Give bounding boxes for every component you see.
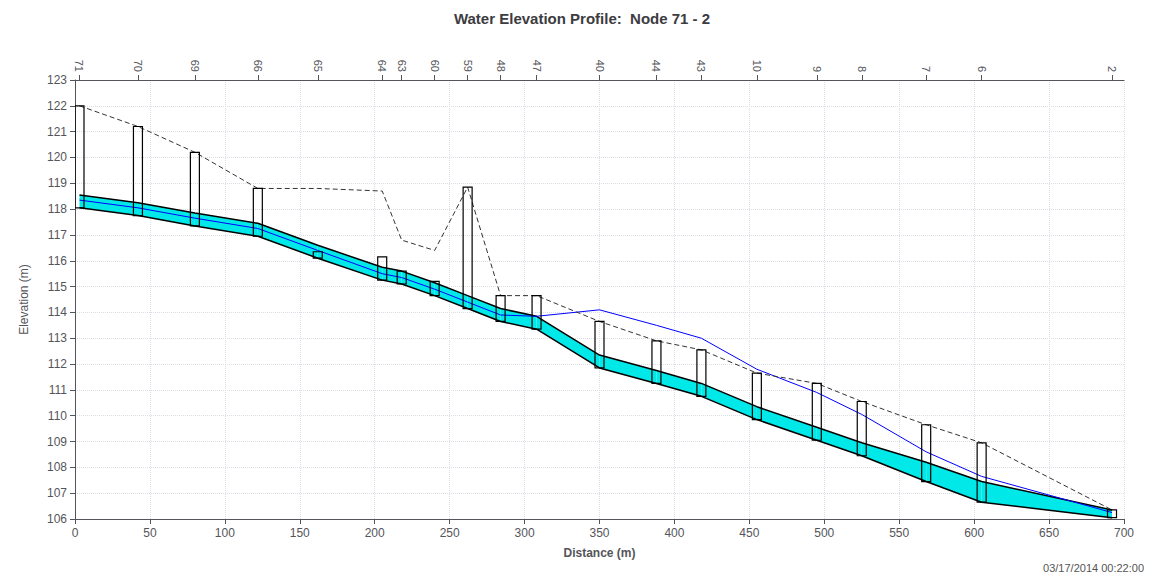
svg-text:106: 106 — [47, 512, 67, 526]
svg-text:120: 120 — [47, 150, 67, 164]
svg-text:70: 70 — [132, 60, 144, 72]
svg-text:100: 100 — [215, 526, 235, 540]
svg-text:121: 121 — [47, 125, 67, 139]
svg-text:112: 112 — [48, 357, 67, 371]
svg-text:250: 250 — [440, 526, 460, 540]
svg-text:10: 10 — [751, 60, 763, 72]
svg-text:450: 450 — [739, 526, 759, 540]
svg-text:9: 9 — [811, 66, 823, 72]
svg-text:650: 650 — [1039, 526, 1059, 540]
svg-text:44: 44 — [650, 60, 662, 72]
svg-text:700: 700 — [1114, 526, 1134, 540]
svg-text:48: 48 — [495, 60, 507, 72]
svg-text:200: 200 — [365, 526, 385, 540]
svg-text:550: 550 — [889, 526, 909, 540]
svg-text:Elevation (m): Elevation (m) — [17, 264, 31, 335]
svg-text:7: 7 — [920, 66, 932, 72]
svg-text:65: 65 — [312, 60, 324, 72]
svg-text:64: 64 — [376, 60, 388, 72]
svg-text:113: 113 — [48, 331, 67, 345]
svg-text:111: 111 — [49, 383, 68, 397]
svg-text:400: 400 — [664, 526, 684, 540]
svg-text:Distance (m): Distance (m) — [563, 546, 635, 560]
svg-text:69: 69 — [189, 60, 201, 72]
svg-text:119: 119 — [48, 176, 67, 190]
svg-text:50: 50 — [143, 526, 157, 540]
svg-text:500: 500 — [814, 526, 834, 540]
svg-text:2: 2 — [1106, 66, 1118, 72]
svg-text:107: 107 — [47, 486, 67, 500]
svg-text:108: 108 — [47, 460, 67, 474]
svg-text:0: 0 — [72, 526, 79, 540]
svg-text:03/17/2014 00:22:00: 03/17/2014 00:22:00 — [1043, 562, 1144, 574]
svg-text:59: 59 — [462, 60, 474, 72]
svg-text:66: 66 — [252, 60, 264, 72]
svg-text:116: 116 — [48, 254, 67, 268]
svg-text:114: 114 — [48, 305, 67, 319]
svg-text:600: 600 — [964, 526, 984, 540]
svg-text:43: 43 — [695, 60, 707, 72]
svg-text:117: 117 — [48, 228, 67, 242]
svg-text:118: 118 — [48, 202, 67, 216]
svg-text:8: 8 — [856, 66, 868, 72]
svg-text:Water Elevation Profile: Node: Water Elevation Profile: Node 71 - 2 — [454, 10, 710, 27]
svg-text:6: 6 — [976, 66, 988, 72]
svg-text:63: 63 — [396, 60, 408, 72]
svg-text:115: 115 — [48, 280, 67, 294]
svg-text:109: 109 — [47, 435, 67, 449]
svg-text:123: 123 — [47, 73, 67, 87]
svg-text:150: 150 — [290, 526, 310, 540]
svg-text:110: 110 — [48, 409, 67, 423]
svg-text:47: 47 — [531, 60, 543, 72]
svg-text:300: 300 — [515, 526, 535, 540]
svg-text:40: 40 — [594, 60, 606, 72]
svg-text:60: 60 — [429, 60, 441, 72]
svg-text:350: 350 — [589, 526, 609, 540]
svg-text:71: 71 — [73, 60, 85, 72]
svg-text:122: 122 — [47, 99, 67, 113]
